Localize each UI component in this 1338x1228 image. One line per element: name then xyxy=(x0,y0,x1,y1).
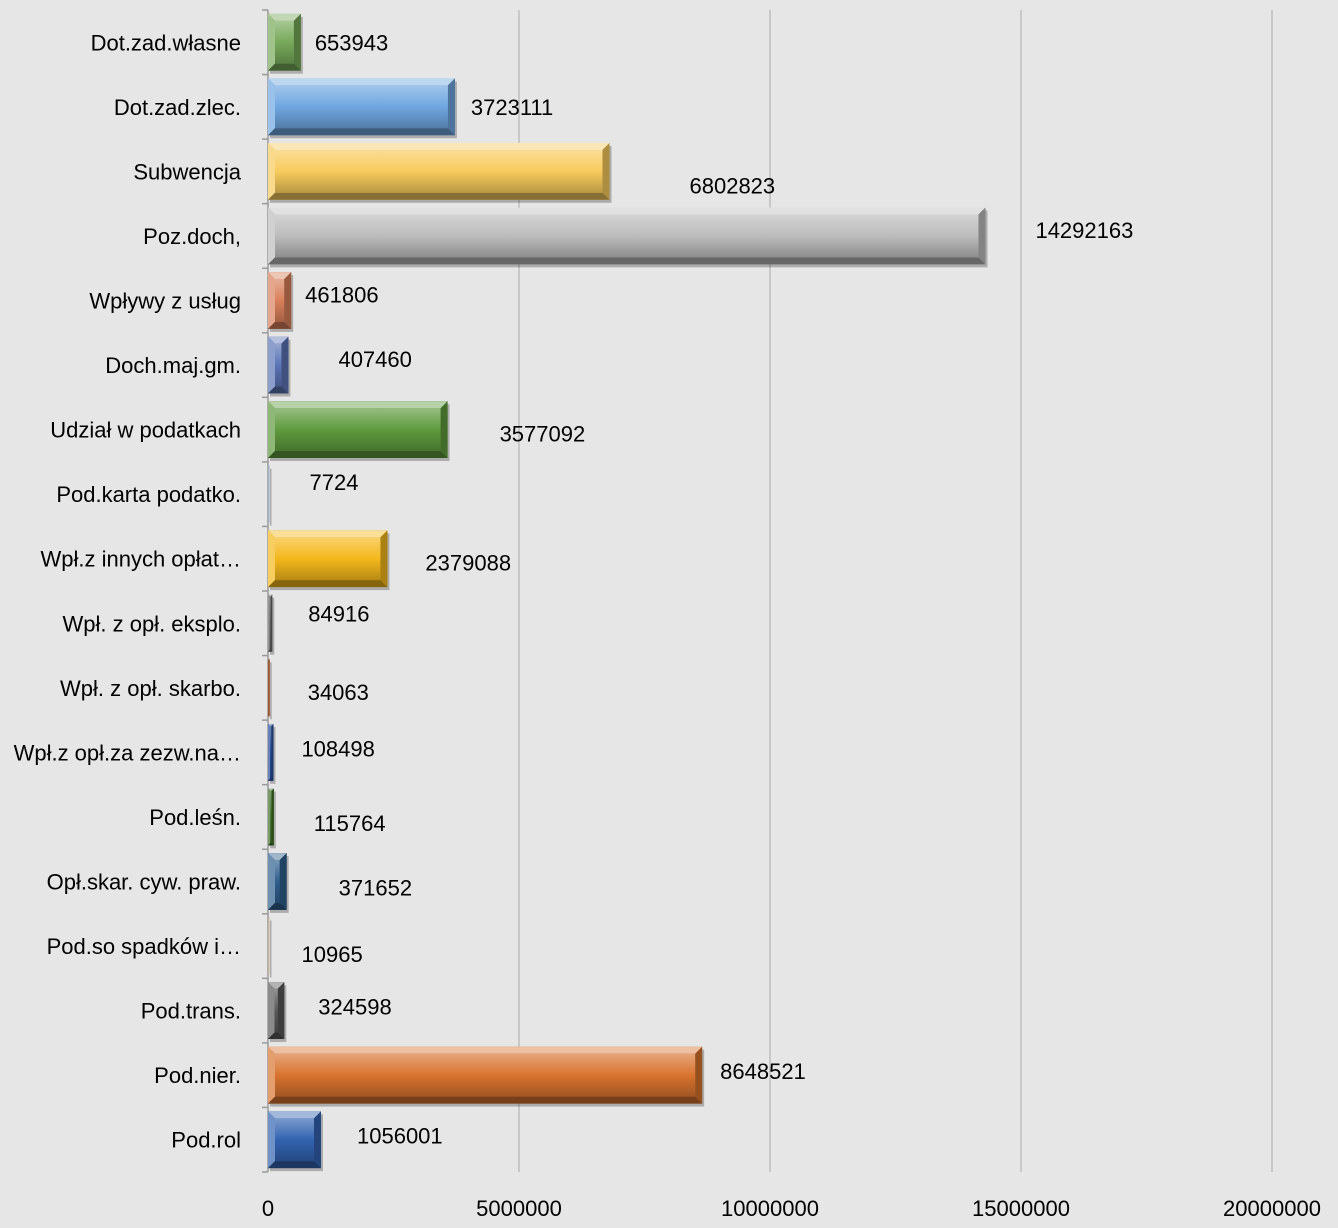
data-label: 653943 xyxy=(315,30,388,55)
data-label: 8648521 xyxy=(720,1059,806,1084)
data-label: 3577092 xyxy=(500,422,586,447)
bar xyxy=(268,659,272,720)
bar xyxy=(268,13,303,74)
category-label: Pod.so spadków i… xyxy=(47,934,241,959)
bar xyxy=(268,788,276,849)
category-label: Wpł.z innych opłat… xyxy=(40,547,241,572)
category-label: Wpł.z opł.za zezw.na… xyxy=(14,740,241,765)
category-label: Doch.maj.gm. xyxy=(105,353,241,378)
bar xyxy=(268,142,612,203)
x-tick-label: 5000000 xyxy=(476,1196,562,1221)
data-label: 10965 xyxy=(302,942,363,967)
data-label: 34063 xyxy=(308,680,369,705)
data-label: 115764 xyxy=(314,811,386,836)
bar xyxy=(268,207,988,268)
bar xyxy=(268,594,275,655)
bars xyxy=(268,13,988,1172)
bar xyxy=(268,336,291,397)
category-label: Pod.rol xyxy=(171,1128,241,1153)
x-axis-ticks: 0 5000000 10000000 15000000 20000000 xyxy=(262,1196,1321,1221)
bar xyxy=(268,78,457,139)
x-tick-label: 0 xyxy=(262,1196,274,1221)
data-label: 108498 xyxy=(301,736,374,761)
x-tick-label: 15000000 xyxy=(972,1196,1070,1221)
category-axis: Dot.zad.własne Dot.zad.zlec. Subwencja Poz.… xyxy=(14,9,269,1173)
bar xyxy=(268,465,272,526)
category-label: Wpł. z opł. skarbo. xyxy=(60,676,241,701)
category-label: Wpływy z usług xyxy=(89,289,241,314)
bar xyxy=(268,982,287,1043)
category-label: Pod.trans. xyxy=(141,999,241,1024)
data-label: 14292163 xyxy=(1035,218,1133,243)
bar xyxy=(268,1046,705,1107)
bar xyxy=(268,530,390,591)
bar xyxy=(268,723,276,784)
bar xyxy=(268,917,272,978)
data-label: 324598 xyxy=(318,995,391,1020)
category-label: Opł.skar. cyw. praw. xyxy=(47,870,241,895)
category-label: Dot.zad.własne xyxy=(91,30,241,55)
bar xyxy=(268,272,294,332)
category-label: Udział w podatkach xyxy=(50,418,241,443)
bar xyxy=(268,401,450,462)
x-tick-label: 20000000 xyxy=(1223,1196,1321,1221)
category-label: Wpł. z opł. eksplo. xyxy=(62,611,241,636)
data-label: 1056001 xyxy=(357,1124,443,1149)
data-label: 407460 xyxy=(338,347,411,372)
data-label: 461806 xyxy=(305,283,378,308)
category-label: Dot.zad.zlec. xyxy=(114,95,241,120)
data-label: 7724 xyxy=(310,470,359,495)
bar xyxy=(268,1111,324,1172)
data-label: 3723111 xyxy=(471,95,553,120)
category-label: Pod.nier. xyxy=(154,1063,241,1088)
category-label: Subwencja xyxy=(133,159,241,184)
bar xyxy=(268,853,289,913)
data-label: 371652 xyxy=(339,876,412,901)
data-label: 6802823 xyxy=(690,173,776,198)
data-label: 2379088 xyxy=(425,551,511,576)
category-label: Pod.karta podatko. xyxy=(56,482,241,507)
category-label: Poz.doch, xyxy=(143,224,241,249)
category-label: Pod.leśn. xyxy=(149,805,241,830)
data-label: 84916 xyxy=(308,601,369,626)
data-labels: 653943 3723111 6802823 14292163 461806 407460… xyxy=(301,30,1133,1148)
gridlines xyxy=(518,10,1273,1172)
x-tick-label: 10000000 xyxy=(721,1196,819,1221)
